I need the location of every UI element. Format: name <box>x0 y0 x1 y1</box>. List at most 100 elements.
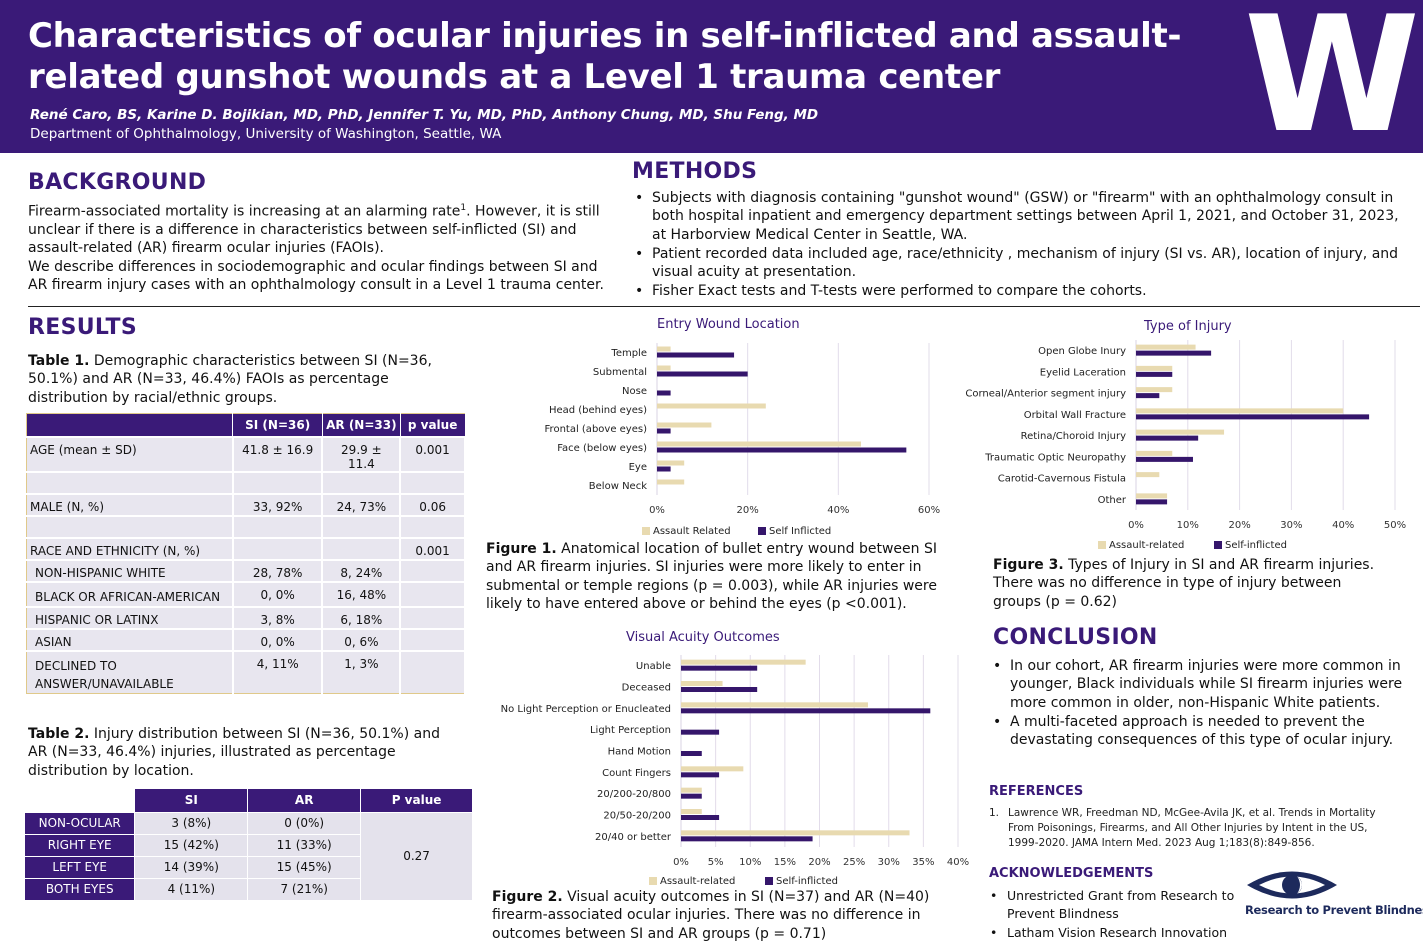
row-label: BLACK OR AFRICAN-AMERICAN <box>26 580 234 607</box>
bar <box>657 365 671 371</box>
bar <box>1136 365 1173 371</box>
si-value <box>232 536 324 560</box>
bar <box>1136 408 1344 414</box>
category-label: Frontal (above eyes) <box>545 424 648 435</box>
bar <box>1136 429 1225 435</box>
ar-value: 24, 73% <box>322 492 402 516</box>
rpb-eye-logo-icon <box>1247 871 1337 899</box>
conclusion-list: In our cohort, AR firearm injuries were … <box>990 657 1405 750</box>
bar <box>657 371 748 377</box>
p-value: 0.001 <box>400 536 466 560</box>
table2-header-si: SI <box>134 789 249 812</box>
bar <box>657 479 685 485</box>
ar-value: 29.9 ± 11.4 <box>322 435 402 472</box>
category-label: Eye <box>629 462 647 473</box>
rpb-logo-text: Research to Prevent Blindness <box>1245 903 1423 917</box>
background-text-b: . However, it is still unclear if there … <box>28 203 600 257</box>
legend-swatch <box>765 877 773 885</box>
legend-label: Assault-related <box>660 876 735 887</box>
entry-wound-chart: Entry Wound Location 0% 20% 40% 60% Temple Sub… <box>545 317 941 537</box>
bar <box>657 460 685 466</box>
bar <box>681 766 744 772</box>
bar <box>681 815 720 820</box>
chart-title: Visual Acuity Outcomes <box>626 630 780 645</box>
bar <box>1136 393 1160 399</box>
x-tick-label: 20% <box>808 857 830 868</box>
p-value <box>400 605 466 629</box>
category-label: No Light Perception or Enucleated <box>501 704 671 715</box>
bar <box>681 702 868 708</box>
bar <box>681 729 720 735</box>
ar-value: 8, 24% <box>322 558 402 582</box>
table1-caption-label: Table 1. <box>28 353 90 369</box>
p-value <box>400 580 466 607</box>
bar <box>1136 493 1168 499</box>
figure1-caption-label: Figure 1. <box>486 541 557 557</box>
bar <box>657 447 907 453</box>
p-value <box>400 470 466 494</box>
si-value: 28, 78% <box>232 558 324 582</box>
x-tick-label: 30% <box>878 857 900 868</box>
bar <box>657 422 712 428</box>
bar <box>1136 387 1173 393</box>
acknowledgement-bullet: Latham Vision Research Innovation Award <box>987 924 1247 943</box>
x-tick-label: 0% <box>649 505 665 516</box>
table1-header-si: SI (N=36) <box>232 413 323 437</box>
bar <box>1136 344 1196 350</box>
x-tick-label: 60% <box>918 505 940 516</box>
citation-superscript: 1 <box>460 203 467 213</box>
category-label: Head (behind eyes) <box>549 405 647 416</box>
category-label: Count Fingers <box>602 768 671 779</box>
p-value <box>400 627 466 651</box>
table1-header-ar: AR (N=33) <box>322 413 401 437</box>
table-row <box>26 514 466 538</box>
category-label: Other <box>1098 495 1127 506</box>
conclusion-heading: CONCLUSION <box>993 625 1158 650</box>
category-label: Submental <box>593 367 647 378</box>
methods-list: Subjects with diagnosis containing "guns… <box>632 189 1410 302</box>
table1-demographics: SI (N=36) AR (N=33) p value AGE (mean ± … <box>26 413 466 694</box>
category-label: Below Neck <box>589 481 647 492</box>
table-row: ASIAN 0, 0% 0, 6% <box>26 627 466 651</box>
acknowledgements-list: Unrestricted Grant from Research to Prev… <box>987 887 1247 943</box>
table2-injury-distribution: SI AR P value NON-OCULAR 3 (8%) 0 (0%) 0… <box>25 789 473 900</box>
bar <box>657 466 671 472</box>
ar-value: 11 (33%) <box>247 833 362 856</box>
bar <box>681 809 702 814</box>
p-value: 0.001 <box>400 435 466 472</box>
legend-label: Self-inflicted <box>776 876 838 887</box>
category-label: Hand Motion <box>608 747 671 758</box>
category-label: Nose <box>622 386 647 397</box>
references-heading: REFERENCES <box>989 784 1084 799</box>
background-text: Firearm-associated mortality is increasi… <box>28 199 618 294</box>
ar-value: 0, 6% <box>322 627 402 651</box>
figure3-caption-label: Figure 3. <box>993 557 1064 573</box>
table-row: HISPANIC OR LATINX 3, 8% 6, 18% <box>26 605 466 629</box>
section-divider <box>28 306 1420 307</box>
table2-caption-label: Table 2. <box>28 726 90 742</box>
figure3-caption-text: Types of Injury in SI and AR firearm inj… <box>993 557 1375 610</box>
si-value: 3, 8% <box>232 605 324 629</box>
table2-caption: Table 2. Injury distribution between SI … <box>28 725 458 780</box>
category-label: 20/50-20/200 <box>603 811 671 822</box>
legend-label: Assault-related <box>1109 540 1184 551</box>
row-label: NON-HISPANIC WHITE <box>26 558 234 582</box>
p-value <box>400 649 466 693</box>
bar <box>681 665 758 671</box>
table1-caption: Table 1. Demographic characteristics bet… <box>28 352 458 407</box>
row-label: DECLINED TO ANSWER/UNAVAILABLE <box>26 649 234 693</box>
category-label: Open Globe Inury <box>1038 346 1126 357</box>
p-value: 0.06 <box>400 492 466 516</box>
header-banner: Characteristics of ocular injuries in se… <box>0 0 1423 153</box>
reference-number: 1. <box>989 807 1000 819</box>
uw-logo-letter: W <box>1244 8 1420 136</box>
chart-title: Entry Wound Location <box>657 317 800 332</box>
reference-text: Lawrence WR, Freedman ND, McGee-Avila JK… <box>1008 807 1376 849</box>
chart-title: Type of Injury <box>1143 319 1232 334</box>
category-label: Unable <box>636 661 671 672</box>
bar <box>1136 450 1173 456</box>
reference-item: 1. Lawrence WR, Freedman ND, McGee-Avila… <box>989 806 1399 851</box>
table1-header-blank <box>26 413 234 437</box>
ar-value: 0 (0%) <box>247 811 362 834</box>
table-row <box>26 470 466 494</box>
